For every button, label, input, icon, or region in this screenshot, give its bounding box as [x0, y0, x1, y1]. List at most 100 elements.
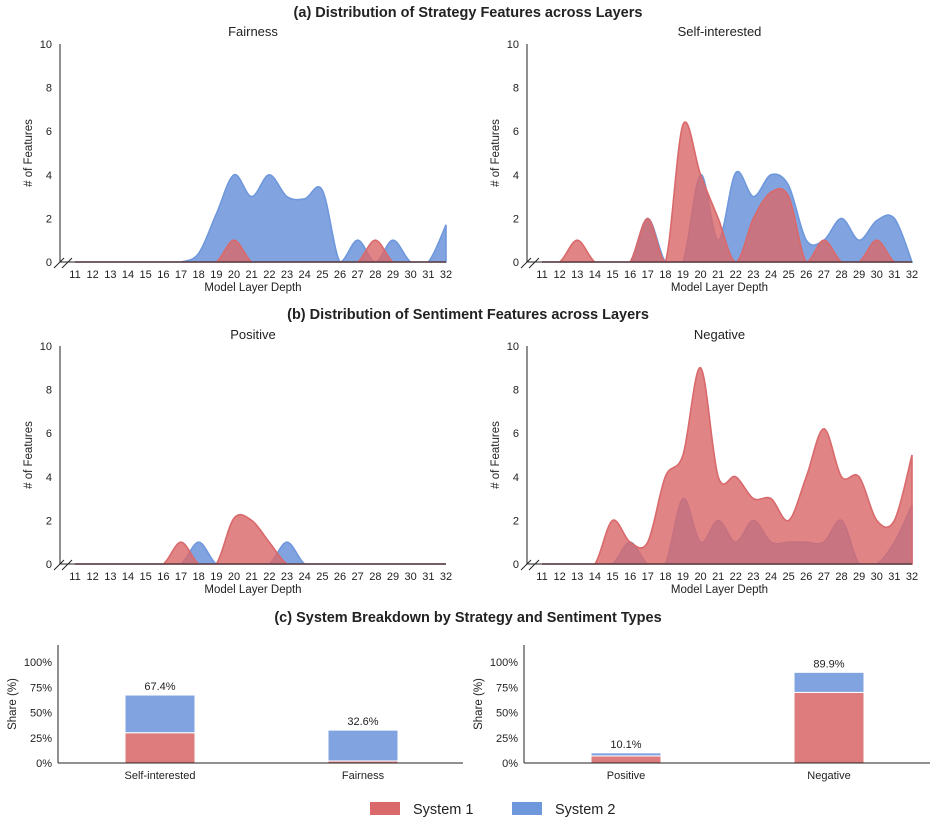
- fairness-xtick-15: 15: [140, 269, 152, 281]
- positive-xlabel: Model Layer Depth: [204, 584, 301, 596]
- negative-xtick-15: 15: [606, 571, 618, 583]
- positive-xtick-20: 20: [228, 571, 240, 583]
- fairness-xtick-16: 16: [157, 269, 169, 281]
- positive-ytick-10: 10: [40, 341, 52, 353]
- negative-axis-break-2: [528, 559, 540, 571]
- negative-xtick-23: 23: [747, 571, 759, 583]
- self-interested-xtick-27: 27: [818, 269, 830, 281]
- legend-swatch-system2: [512, 802, 542, 815]
- positive-xtick-11: 11: [69, 571, 80, 583]
- positive-xtick-22: 22: [263, 571, 275, 583]
- negative-xtick-13: 13: [571, 571, 583, 583]
- sentiment-share-bar-system2-0: [590, 752, 662, 757]
- positive-axis-break-1: [53, 559, 65, 571]
- sentiment-share-ytick-1: 25%: [496, 733, 518, 745]
- fairness-ytick-0: 0: [46, 257, 52, 269]
- negative-series-system1: [541, 366, 913, 565]
- sentiment-share-panel: 10.1% Positive 89.9% Negative 0% 25% 50% 75% 100…: [473, 645, 930, 782]
- negative-ytick-2: 2: [513, 515, 519, 527]
- negative-title: Negative: [694, 327, 745, 342]
- self-interested-xtick-17: 17: [642, 269, 654, 281]
- self-interested-ytick-2: 2: [513, 213, 519, 225]
- fairness-ytick-8: 8: [46, 83, 52, 95]
- positive-xtick-27: 27: [352, 571, 364, 583]
- self-interested-ytick-8: 8: [513, 83, 519, 95]
- negative-xtick-21: 21: [712, 571, 724, 583]
- negative-xtick-17: 17: [642, 571, 654, 583]
- fairness-xtick-14: 14: [122, 269, 134, 281]
- strategy-share-ytick-0: 0%: [36, 758, 52, 770]
- fairness-ytick-10: 10: [40, 39, 52, 51]
- self-interested-xtick-14: 14: [589, 269, 601, 281]
- self-interested-xtick-16: 16: [624, 269, 636, 281]
- negative-axis-break-1: [520, 559, 532, 571]
- positive-title: Positive: [230, 327, 276, 342]
- fairness-xtick-12: 12: [87, 269, 99, 281]
- fairness-xtick-31: 31: [422, 269, 434, 281]
- self-interested-xtick-19: 19: [677, 269, 689, 281]
- negative-xtick-25: 25: [783, 571, 795, 583]
- positive-xtick-23: 23: [281, 571, 293, 583]
- self-interested-axis-break-2: [528, 257, 540, 269]
- self-interested-xtick-18: 18: [659, 269, 671, 281]
- self-interested-xtick-30: 30: [871, 269, 883, 281]
- self-interested-xtick-23: 23: [747, 269, 759, 281]
- sentiment-share-bar-system1-1: [793, 691, 865, 764]
- self-interested-xtick-31: 31: [888, 269, 900, 281]
- fairness-xtick-22: 22: [263, 269, 275, 281]
- sentiment-share-xtick-0: Positive: [607, 770, 646, 782]
- fairness-xlabel: Model Layer Depth: [204, 282, 301, 294]
- self-interested-xtick-29: 29: [853, 269, 865, 281]
- self-interested-ytick-4: 4: [513, 170, 519, 182]
- sentiment-share-bar-system2-1: [793, 671, 865, 693]
- negative-xtick-26: 26: [800, 571, 812, 583]
- fairness-xtick-13: 13: [104, 269, 116, 281]
- negative-xtick-11: 11: [536, 571, 547, 583]
- negative-xtick-20: 20: [694, 571, 706, 583]
- self-interested-xtick-21: 21: [712, 269, 724, 281]
- positive-ytick-6: 6: [46, 428, 52, 440]
- positive-xtick-13: 13: [104, 571, 116, 583]
- positive-xtick-15: 15: [140, 571, 152, 583]
- section-title-c: (c) System Breakdown by Strategy and Sen…: [274, 610, 661, 626]
- fairness-axis-break-1: [53, 257, 65, 269]
- sentiment-share-bar-system1-0: [590, 755, 662, 764]
- fairness-xtick-11: 11: [69, 269, 80, 281]
- fairness-xtick-24: 24: [299, 269, 311, 281]
- negative-xtick-29: 29: [853, 571, 865, 583]
- legend-swatch-system1: [370, 802, 400, 815]
- sentiment-share-xtick-1: Negative: [807, 770, 850, 782]
- negative-xtick-27: 27: [818, 571, 830, 583]
- positive-xtick-14: 14: [122, 571, 134, 583]
- positive-xtick-30: 30: [405, 571, 417, 583]
- positive-xtick-29: 29: [387, 571, 399, 583]
- strategy-share-ytick-3: 75%: [30, 682, 52, 694]
- sentiment-share-ytick-4: 100%: [490, 657, 518, 669]
- negative-xtick-19: 19: [677, 571, 689, 583]
- negative-ytick-6: 6: [513, 428, 519, 440]
- negative-xtick-14: 14: [589, 571, 601, 583]
- fairness-xtick-23: 23: [281, 269, 293, 281]
- positive-xtick-31: 31: [422, 571, 434, 583]
- positive-ytick-2: 2: [46, 515, 52, 527]
- sentiment-share-ylabel: Share (%): [473, 678, 485, 730]
- self-interested-xtick-32: 32: [906, 269, 918, 281]
- sentiment-share-ytick-2: 50%: [496, 708, 518, 720]
- positive-xtick-18: 18: [193, 571, 205, 583]
- fairness-axis-break-2: [61, 257, 73, 269]
- negative-xtick-16: 16: [624, 571, 636, 583]
- fairness-xtick-19: 19: [210, 269, 222, 281]
- sentiment-share-ytick-0: 0%: [502, 758, 518, 770]
- self-interested-xtick-24: 24: [765, 269, 777, 281]
- self-interested-axis-break-1: [520, 257, 532, 269]
- positive-xtick-17: 17: [175, 571, 187, 583]
- positive-xtick-24: 24: [299, 571, 311, 583]
- strategy-share-bar-system2-0: [124, 694, 196, 734]
- negative-ytick-8: 8: [513, 385, 519, 397]
- fairness-ytick-2: 2: [46, 213, 52, 225]
- strategy-share-bar-system1-0: [124, 732, 196, 764]
- negative-xtick-24: 24: [765, 571, 777, 583]
